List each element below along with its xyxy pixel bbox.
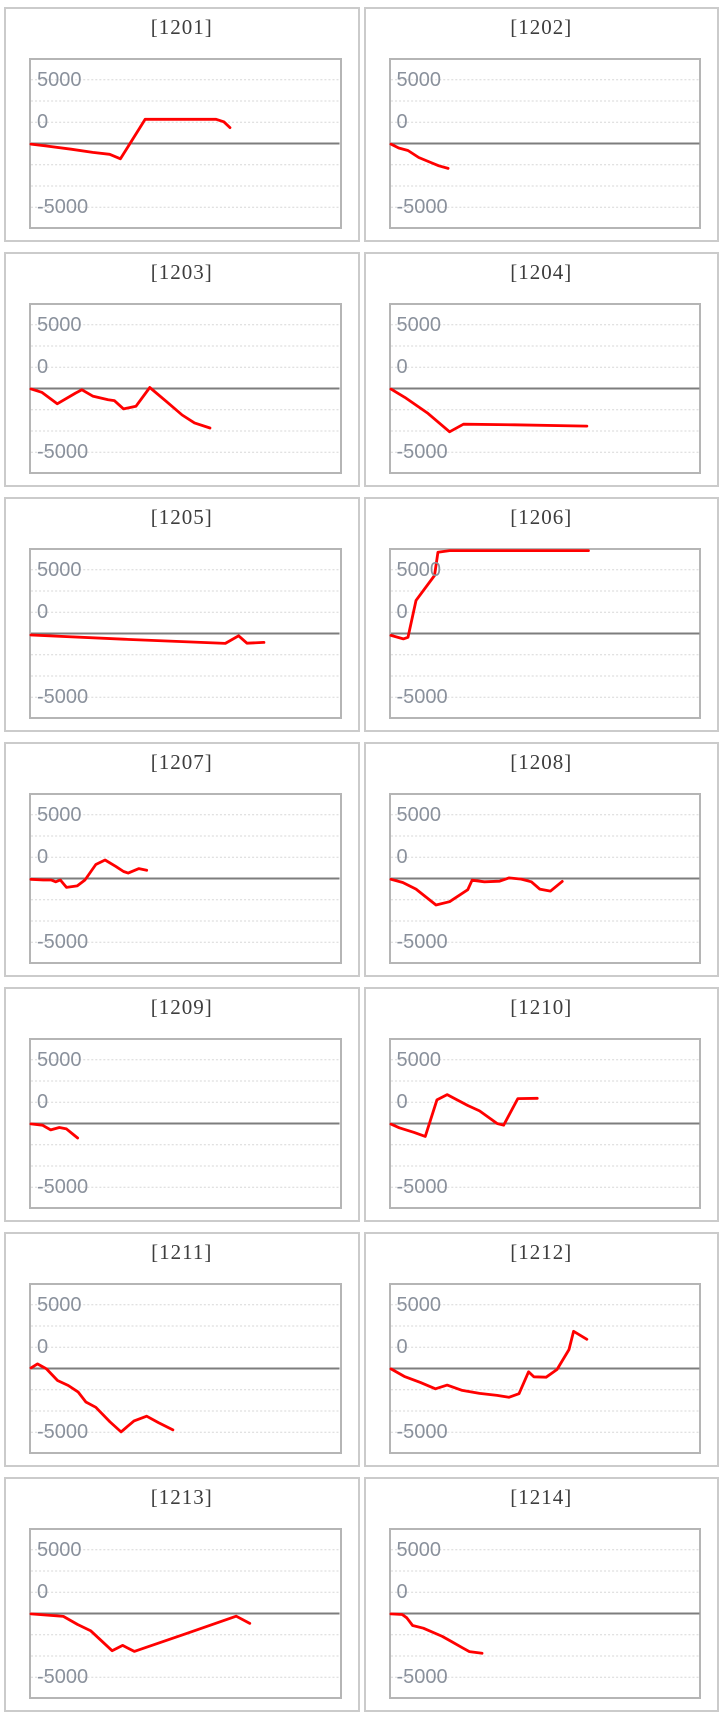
chart-card: [1208] 5000 0 -5000: [363, 742, 719, 977]
chart-title: [1211]: [151, 1240, 213, 1264]
plot-area: 5000 0 -5000: [29, 58, 342, 229]
plot-area: 5000 0 -5000: [29, 793, 342, 964]
chart-title: [1208]: [510, 750, 573, 774]
chart-title: [1206]: [510, 505, 573, 529]
series-line: [29, 1612, 252, 1653]
chart-card: [1203] 5000 0 -5000: [4, 252, 360, 487]
chart-title: [1204]: [510, 260, 573, 284]
series-line: [389, 549, 590, 641]
chart-title: [1210]: [510, 995, 573, 1019]
chart-canvas: [29, 79, 340, 208]
series-line: [389, 387, 588, 434]
chart-title: [1214]: [510, 1485, 573, 1509]
chart-card: [1213] 5000 0 -5000: [4, 1477, 360, 1712]
plot-area: 5000 0 -5000: [388, 1283, 701, 1454]
series-line: [389, 142, 449, 170]
chart-title: [1209]: [150, 995, 213, 1019]
chart-canvas: [389, 814, 699, 943]
chart-canvas: [389, 1549, 699, 1678]
series-line: [29, 386, 212, 430]
chart-title: [1213]: [150, 1485, 213, 1509]
chart-card: [1205] 5000 0 -5000: [4, 497, 360, 732]
chart-canvas: [29, 1059, 340, 1188]
plot-area: 5000 0 -5000: [29, 1283, 342, 1454]
chart-card: [1214] 5000 0 -5000: [363, 1477, 719, 1712]
series-line: [389, 1612, 483, 1655]
series-line: [29, 858, 149, 889]
chart-title: [1203]: [150, 260, 213, 284]
chart-canvas: [389, 79, 699, 208]
series-line: [29, 633, 266, 645]
series-line: [389, 1329, 588, 1399]
series-line: [29, 1362, 175, 1434]
chart-card: [1212] 5000 0 -5000: [363, 1232, 719, 1467]
chart-title: [1212]: [510, 1240, 573, 1264]
chart-title: [1207]: [150, 750, 213, 774]
chart-card: [1202] 5000 0 -5000: [363, 7, 719, 242]
chart-title: [1205]: [150, 505, 213, 529]
chart-card: [1210] 5000 0 -5000: [363, 987, 719, 1222]
plot-area: 5000 0 -5000: [388, 58, 701, 229]
plot-area: 5000 0 -5000: [388, 1038, 701, 1209]
chart-canvas: [29, 814, 340, 943]
plot-area: 5000 0 -5000: [388, 548, 701, 719]
chart-card: [1211] 5000 0 -5000: [4, 1232, 360, 1467]
plot-area: 5000 0 -5000: [29, 1528, 342, 1699]
chart-canvas: [389, 549, 699, 698]
plot-area: 5000 0 -5000: [388, 303, 701, 474]
chart-card: [1204] 5000 0 -5000: [363, 252, 719, 487]
plot-area: 5000 0 -5000: [29, 1038, 342, 1209]
chart-canvas: [29, 324, 340, 453]
chart-card: [1207] 5000 0 -5000: [4, 742, 360, 977]
series-line: [29, 117, 232, 161]
chart-canvas: [389, 1059, 699, 1188]
chart-title: [1201]: [150, 15, 213, 39]
chart-canvas: [29, 1549, 340, 1678]
plot-area: 5000 0 -5000: [388, 1528, 701, 1699]
chart-canvas: [29, 569, 340, 698]
chart-canvas: [389, 324, 699, 453]
chart-canvas: [29, 1304, 340, 1434]
plot-area: 5000 0 -5000: [29, 303, 342, 474]
chart-canvas: [389, 1304, 699, 1433]
plot-area: 5000 0 -5000: [29, 548, 342, 719]
series-line: [389, 876, 564, 907]
series-line: [29, 1122, 80, 1140]
chart-card: [1201] 5000 0 -5000: [4, 7, 360, 242]
plot-area: 5000 0 -5000: [388, 793, 701, 964]
chart-title: [1202]: [510, 15, 573, 39]
chart-card: [1209] 5000 0 -5000: [4, 987, 360, 1222]
series-line: [389, 1093, 539, 1138]
chart-card: [1206] 5000 0 -5000: [363, 497, 719, 732]
